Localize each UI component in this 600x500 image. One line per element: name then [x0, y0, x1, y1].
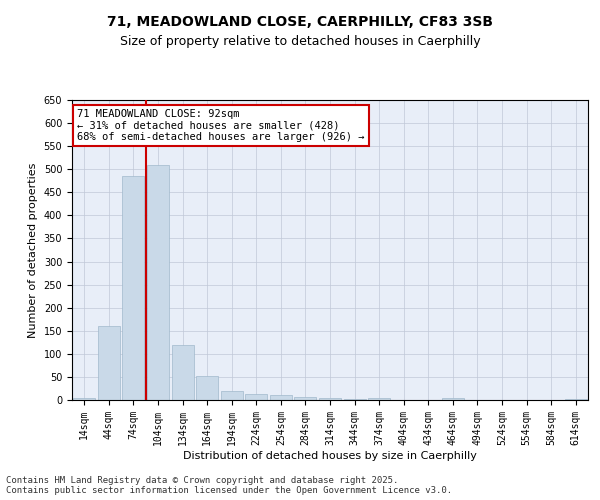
Bar — [221, 391, 243, 400]
Bar — [270, 396, 292, 400]
Bar — [122, 176, 145, 400]
Bar — [73, 398, 95, 400]
Bar — [442, 398, 464, 400]
Text: Contains HM Land Registry data © Crown copyright and database right 2025.
Contai: Contains HM Land Registry data © Crown c… — [6, 476, 452, 495]
Text: 71, MEADOWLAND CLOSE, CAERPHILLY, CF83 3SB: 71, MEADOWLAND CLOSE, CAERPHILLY, CF83 3… — [107, 15, 493, 29]
Bar — [344, 398, 365, 400]
X-axis label: Distribution of detached houses by size in Caerphilly: Distribution of detached houses by size … — [183, 450, 477, 460]
Bar — [245, 394, 268, 400]
Text: Size of property relative to detached houses in Caerphilly: Size of property relative to detached ho… — [119, 35, 481, 48]
Bar — [368, 398, 390, 400]
Bar — [98, 326, 120, 400]
Y-axis label: Number of detached properties: Number of detached properties — [28, 162, 38, 338]
Bar — [319, 398, 341, 400]
Bar — [565, 398, 587, 400]
Bar — [147, 164, 169, 400]
Text: 71 MEADOWLAND CLOSE: 92sqm
← 31% of detached houses are smaller (428)
68% of sem: 71 MEADOWLAND CLOSE: 92sqm ← 31% of deta… — [77, 109, 365, 142]
Bar — [196, 376, 218, 400]
Bar — [172, 344, 194, 400]
Bar — [295, 397, 316, 400]
